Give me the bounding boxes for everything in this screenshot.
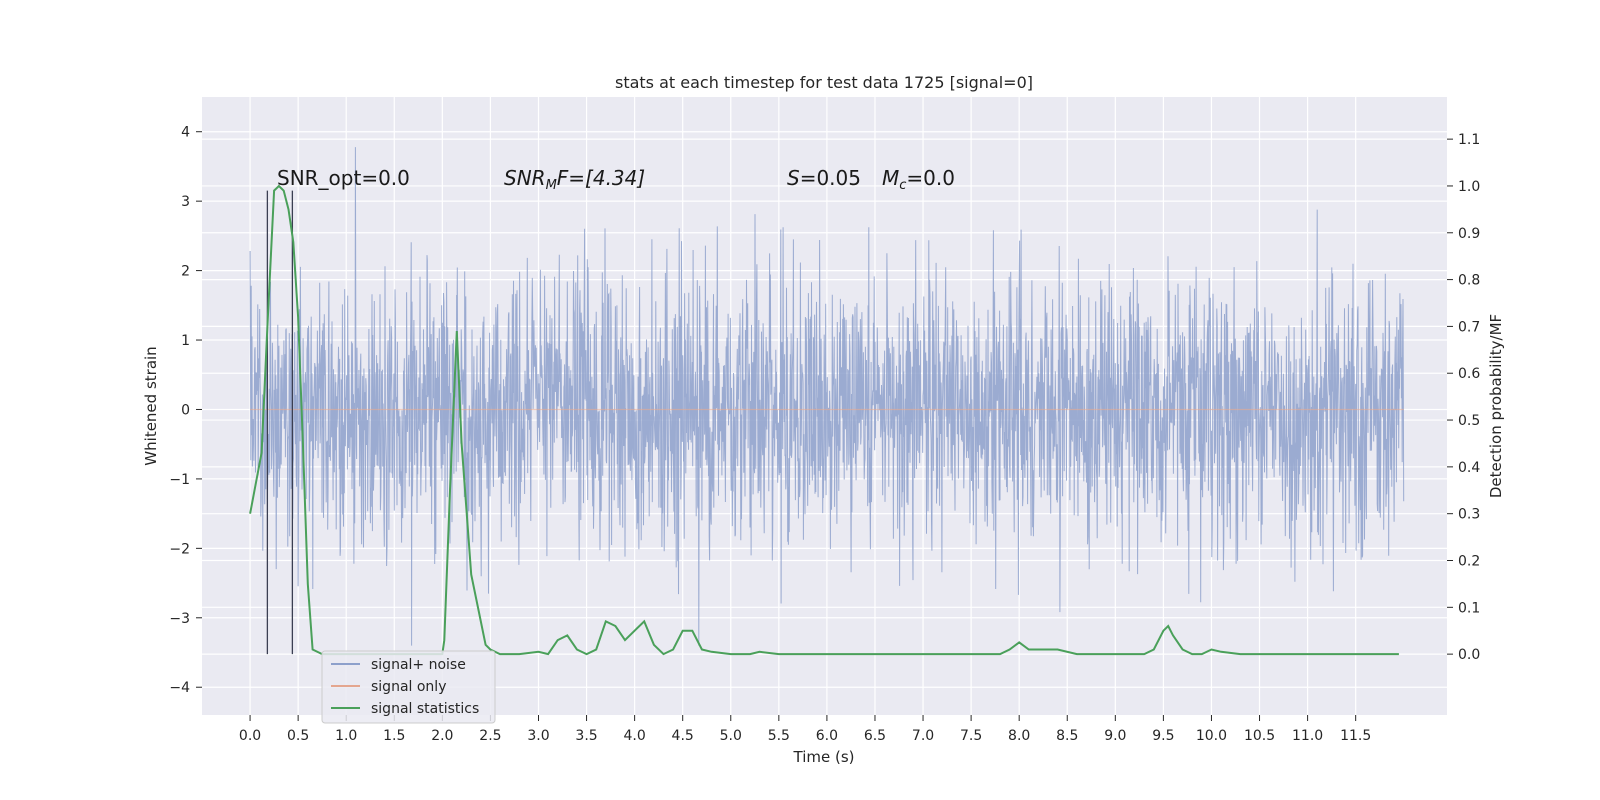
y-tick-label: −1	[169, 472, 190, 488]
y-right-tick-label: 0.5	[1458, 413, 1480, 429]
x-tick-label: 10.0	[1196, 728, 1227, 744]
x-tick-label: 2.0	[431, 728, 453, 744]
y-axis-ticks: 4 3 2 1 0 −1 −2 −3 −4	[169, 125, 202, 696]
annotation-snr-opt: SNR_opt=0.0	[277, 166, 410, 190]
x-tick-label: 4.0	[623, 728, 645, 744]
y-right-tick-label: 0.8	[1458, 273, 1480, 289]
x-tick-label: 6.5	[864, 728, 886, 744]
x-tick-label: 3.5	[575, 728, 597, 744]
signal-noise-line	[249, 147, 1405, 646]
snr-mf-rest: F=[4.34]	[557, 166, 645, 190]
y-right-tick-label: 0.0	[1458, 647, 1480, 663]
y-tick-label: 4	[181, 125, 190, 141]
x-tick-label: 1.5	[383, 728, 405, 744]
y-axis-label: Whitened strain	[142, 346, 160, 465]
mc-value: =0.0	[906, 166, 955, 190]
legend: signal+ noise signal only signal statist…	[321, 650, 496, 724]
x-tick-label: 4.5	[672, 728, 694, 744]
x-tick-label: 2.5	[479, 728, 501, 744]
x-tick-label: 0.5	[287, 728, 309, 744]
x-axis-label: Time (s)	[793, 748, 855, 766]
y-tick-label: 2	[181, 264, 190, 280]
snr-mf-base: SNR	[504, 166, 546, 190]
x-tick-label: 5.5	[768, 728, 790, 744]
vertical-markers	[266, 190, 294, 655]
y-tick-label: 1	[181, 333, 190, 349]
x-tick-label: 1.0	[335, 728, 357, 744]
y-right-tick-label: 1.1	[1458, 132, 1480, 148]
legend-box	[321, 650, 496, 724]
x-tick-label: 0.0	[239, 728, 261, 744]
y-right-tick-label: 0.3	[1458, 507, 1480, 523]
x-tick-label: 11.5	[1340, 728, 1371, 744]
y-right-tick-label: 0.9	[1458, 226, 1480, 242]
chart-title: stats at each timestep for test data 172…	[615, 73, 1033, 92]
y-right-tick-label: 0.4	[1458, 460, 1480, 476]
x-tick-label: 3.0	[527, 728, 549, 744]
y-right-tick-label: 0.2	[1458, 554, 1480, 570]
mc-base: M	[882, 166, 899, 190]
y-tick-label: 3	[181, 194, 190, 210]
s-value: =0.05	[800, 166, 861, 190]
x-tick-label: 7.0	[912, 728, 934, 744]
x-tick-label: 6.0	[816, 728, 838, 744]
x-tick-label: 11.0	[1292, 728, 1323, 744]
y-right-tick-label: 0.6	[1458, 366, 1480, 382]
x-tick-label: 9.5	[1152, 728, 1174, 744]
x-tick-label: 9.0	[1104, 728, 1126, 744]
y-tick-label: −2	[169, 541, 190, 557]
x-tick-label: 8.5	[1056, 728, 1078, 744]
s-label: S	[787, 166, 800, 190]
y-right-tick-label: 0.1	[1458, 600, 1480, 616]
x-tick-label: 10.5	[1244, 728, 1275, 744]
legend-label-signal: signal only	[371, 679, 446, 695]
y-tick-label: 0	[181, 402, 190, 418]
y-tick-label: −3	[169, 611, 190, 627]
legend-label-stats: signal statistics	[371, 701, 479, 717]
x-axis-ticks: 0.0 0.5 1.0 1.5 2.0 2.5 3.0 3.5 4.0 4.5 5.0 5.5 6.0 6…	[239, 715, 1371, 744]
legend-label-noise: signal+ noise	[371, 657, 466, 673]
annotation-snr-mf: SNRMF=[4.34]	[504, 166, 645, 193]
snr-mf-sub: M	[546, 178, 557, 193]
y-right-tick-label: 1.0	[1458, 179, 1480, 195]
annotation-mc: Mc=0.0	[882, 166, 955, 193]
x-tick-label: 5.0	[720, 728, 742, 744]
y-right-axis-label: Detection probability/MF	[1487, 314, 1505, 498]
x-tick-label: 8.0	[1008, 728, 1030, 744]
signal-noise-series	[249, 147, 1405, 646]
x-tick-label: 7.5	[960, 728, 982, 744]
mc-sub: c	[899, 178, 906, 193]
y-tick-label: −4	[169, 680, 190, 696]
annotation-s: S=0.05	[787, 166, 861, 190]
y-right-axis-ticks: 1.1 1.0 0.9 0.8 0.7 0.6 0.5 0.4 0.3 0.2 0.1 0.0	[1447, 132, 1480, 663]
y-right-tick-label: 0.7	[1458, 319, 1480, 335]
